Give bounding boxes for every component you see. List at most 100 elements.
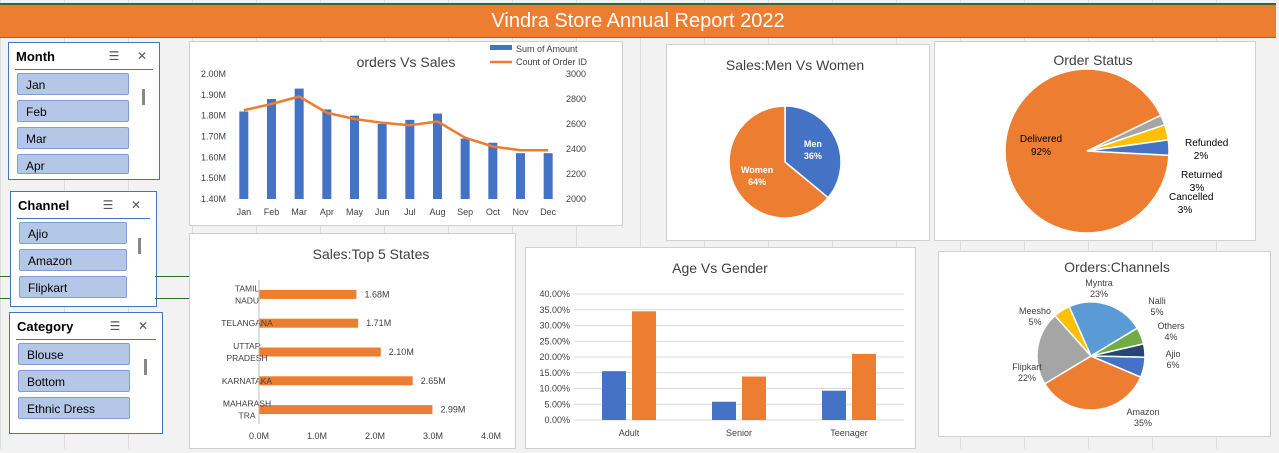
x-tick-label: 2.0M — [365, 431, 385, 441]
y-tick-label: 1.50M — [201, 173, 226, 183]
data-label: 2.65M — [421, 376, 446, 386]
clear-filter-icon[interactable]: ✕ — [137, 319, 149, 333]
y-tick-label: 1.80M — [201, 111, 226, 121]
clear-filter-icon[interactable]: ✕ — [130, 198, 142, 212]
slicer-divider — [16, 339, 156, 340]
x-tick-label: 4.0M — [481, 431, 501, 441]
slice-name-women: Women — [741, 165, 773, 175]
x-tick-label: Aug — [429, 207, 445, 217]
y-tick-label: 1.70M — [201, 132, 226, 142]
y-tick-label: 1.60M — [201, 152, 226, 162]
x-tick-label: Adult — [619, 428, 640, 438]
channel-slicer[interactable]: Channel ☰ ✕ Ajio Amazon Flipkart — [10, 191, 157, 307]
slice-name-cancelled: Cancelled — [1169, 192, 1213, 203]
x-tick-label: Jun — [375, 207, 390, 217]
slicer-item-jan[interactable]: Jan — [17, 73, 129, 95]
y-tick-label: KARNATAKA — [222, 376, 273, 386]
y2-tick-label: 3000 — [566, 69, 586, 79]
x-tick-label: 3.0M — [423, 431, 443, 441]
channels-slice-myntra — [1068, 301, 1139, 358]
month-slicer[interactable]: Month ☰ ✕ Jan Feb Mar Apr — [8, 42, 160, 180]
chart-title: Orders:Channels — [1064, 259, 1170, 275]
report-banner: Vindra Store Annual Report 2022 — [0, 3, 1276, 38]
slicer-item-mar[interactable]: Mar — [17, 127, 129, 149]
y-tick-label: 1.90M — [201, 90, 226, 100]
x-tick-label: Apr — [320, 207, 334, 217]
bar-dec — [543, 153, 553, 199]
y-tick-label: NADU — [235, 295, 259, 305]
top-5-states-card: Sales:Top 5 States 0.0M 1.0M 2.0M 3.0M 4.0M 1.… — [189, 233, 516, 449]
data-label: 2.10M — [389, 347, 414, 357]
bar-teenager-1 — [852, 353, 876, 420]
slicer-item-ajio[interactable]: Ajio — [19, 222, 127, 244]
y2-tick-label: 2800 — [566, 94, 586, 104]
bar-jun — [377, 124, 387, 199]
y2-tick-label: 2200 — [566, 169, 586, 179]
bar-may — [350, 115, 359, 199]
legend-swatch-amount — [490, 45, 512, 50]
bar-oct — [488, 142, 498, 199]
y-tick-label: 20.00% — [539, 352, 570, 362]
slicer-divider — [15, 69, 153, 70]
channels-slice-ajio — [1090, 355, 1146, 379]
order-status-card: Order Status Delivered 92% Refunded 2% Return… — [934, 41, 1256, 241]
slicer-item-blouse[interactable]: Blouse — [18, 343, 130, 365]
slice-name-ajio: Ajio — [1165, 349, 1180, 359]
slicer-scrollbar[interactable] — [142, 89, 145, 105]
bar-telangana — [259, 318, 359, 328]
x-tick-label: Feb — [264, 207, 280, 217]
order-status-slice-cancelled — [1086, 139, 1170, 157]
category-slicer-title: Category — [17, 319, 74, 334]
slicer-divider — [17, 218, 150, 219]
slice-value-flipkart: 22% — [1018, 373, 1036, 383]
multi-select-icon[interactable]: ☰ — [109, 319, 121, 333]
slice-name-nalli: Nalli — [1148, 296, 1166, 306]
data-label: 1.71M — [366, 318, 391, 328]
data-label: 2.99M — [440, 405, 465, 415]
x-tick-label: Jan — [237, 207, 252, 217]
category-slicer[interactable]: Category ☰ ✕ Blouse Bottom Ethnic Dress — [9, 312, 163, 434]
y-tick-label: 0.00% — [544, 415, 570, 425]
x-tick-label: Jul — [404, 207, 416, 217]
bar-apr — [322, 109, 332, 199]
slicer-item-feb[interactable]: Feb — [17, 100, 129, 122]
slicer-scrollbar[interactable] — [138, 238, 141, 254]
y-tick-label: 40.00% — [539, 289, 570, 299]
clear-filter-icon[interactable]: ✕ — [136, 49, 148, 63]
x-tick-label: Sep — [457, 207, 473, 217]
slicer-scrollbar[interactable] — [144, 359, 147, 375]
y-tick-label: 5.00% — [544, 399, 570, 409]
sheet-row-line — [155, 276, 190, 277]
bar-senior-1 — [742, 376, 766, 420]
slice-value-ajio: 6% — [1166, 360, 1179, 370]
y2-tick-label: 2400 — [566, 144, 586, 154]
sheet-row-line — [0, 276, 10, 277]
chart-title: Order Status — [1053, 52, 1132, 68]
bar-uttarpradesh — [259, 347, 381, 357]
multi-select-icon[interactable]: ☰ — [102, 198, 114, 212]
slicer-item-amazon[interactable]: Amazon — [19, 249, 127, 271]
age-vs-gender-card: Age Vs Gender 0.00% 5.00% 10.00% 15.00% 20.00… — [525, 247, 916, 449]
slice-name-men: Men — [804, 139, 822, 149]
slicer-item-bottom[interactable]: Bottom — [18, 370, 130, 392]
slice-name-others: Others — [1157, 321, 1185, 331]
slice-value-cancelled: 3% — [1178, 205, 1193, 216]
bar-nov — [516, 153, 525, 199]
bar-senior-0 — [712, 401, 736, 420]
slicer-item-ethnic-dress[interactable]: Ethnic Dress — [18, 397, 130, 419]
slicer-item-flipkart[interactable]: Flipkart — [19, 276, 127, 298]
chart-title: Sales:Top 5 States — [313, 246, 430, 262]
y-tick-label: PRADESH — [226, 353, 267, 363]
x-tick-label: 0.0M — [249, 431, 269, 441]
multi-select-icon[interactable]: ☰ — [108, 49, 120, 63]
y-tick-label: 35.00% — [539, 305, 570, 315]
y-tick-label: 25.00% — [539, 336, 570, 346]
order-status-chart: Order Status Delivered 92% Refunded 2% Return… — [1004, 52, 1228, 234]
y-tick-label: 30.00% — [539, 321, 570, 331]
x-tick-label: Dec — [540, 207, 557, 217]
y-tick-label: TELANGANA — [221, 318, 273, 328]
bar-mar — [294, 88, 304, 199]
sheet-row-line — [0, 298, 10, 299]
y2-tick-label: 2000 — [566, 194, 586, 204]
slicer-item-apr[interactable]: Apr — [17, 154, 129, 174]
